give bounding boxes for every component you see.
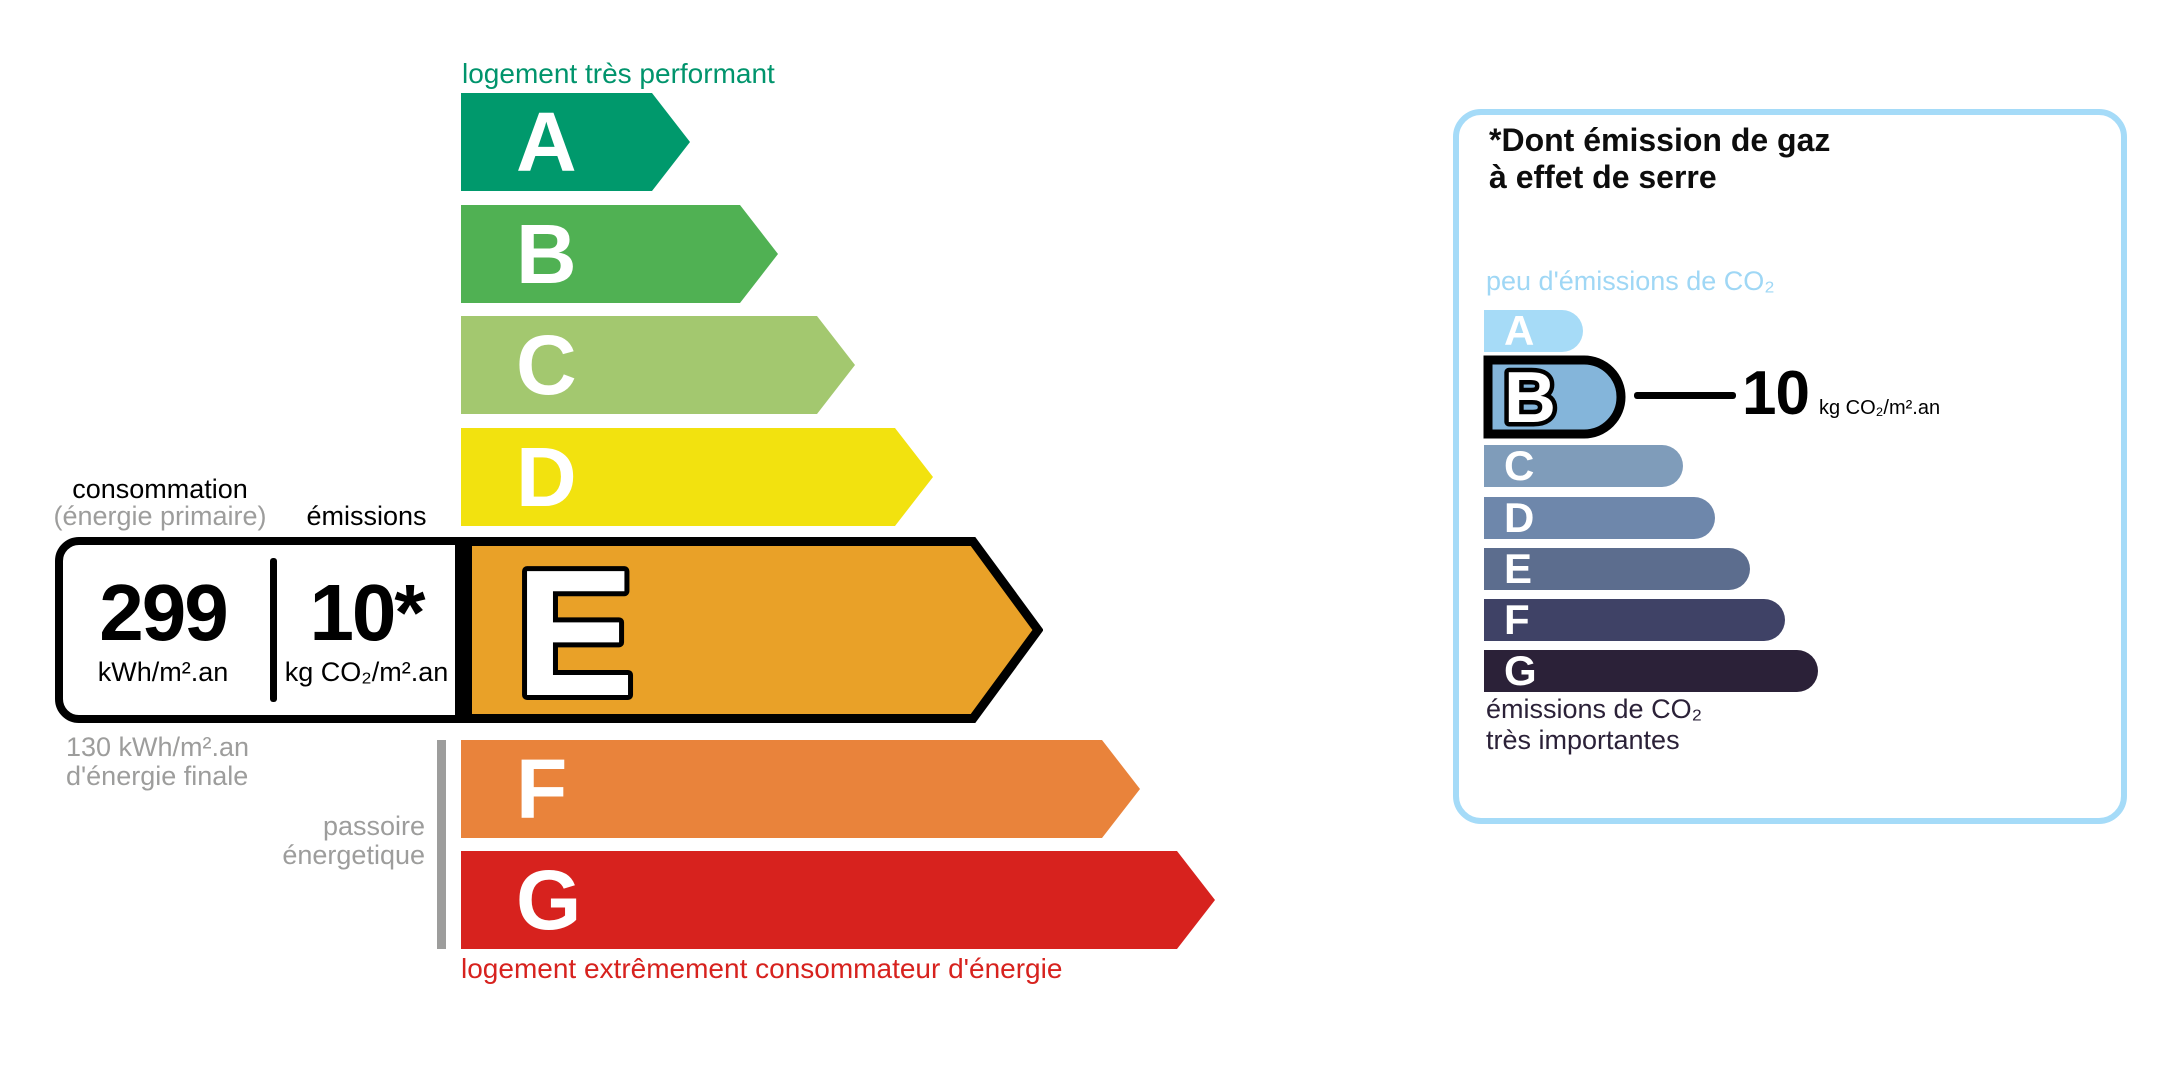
consumption-unit: kWh/m².an xyxy=(97,656,229,687)
co2-value-connector-line xyxy=(1634,392,1736,399)
reading-box-divider xyxy=(270,558,277,702)
energy-arrow-e-current: E xyxy=(463,537,1043,723)
energy-arrow-b: B xyxy=(461,205,778,303)
co2-title-line1: *Dont émission de gaz xyxy=(1489,122,1831,158)
sieve-line2: énergetique xyxy=(282,840,425,870)
co2-value-group: 10 kg CO₂/m².an xyxy=(1742,358,1940,429)
co2-bar-f: F xyxy=(1484,599,1785,641)
co2-panel xyxy=(1453,109,2127,824)
energy-arrow-g: G xyxy=(461,851,1215,949)
co2-grade-a: A xyxy=(1504,307,1535,354)
energy-grade-d: D xyxy=(516,430,577,524)
co2-bar-b-shape xyxy=(1483,355,1626,439)
co2-grade-b: B xyxy=(1504,358,1556,438)
co2-bar-d: D xyxy=(1484,497,1715,539)
energy-grade-g: G xyxy=(516,853,582,947)
energy-arrow-d: D xyxy=(461,428,933,526)
final-energy-line1: 130 kWh/m².an xyxy=(66,732,250,762)
co2-panel-title: *Dont émission de gaz à effet de serre xyxy=(1489,122,1830,196)
energy-arrow-e-shape xyxy=(463,537,1043,723)
co2-caption-low: peu d'émissions de CO₂ xyxy=(1486,266,1775,296)
co2-bar-c: C xyxy=(1484,445,1683,487)
primary-energy-sublabel: (énergie primaire) xyxy=(53,501,267,531)
energy-arrow-f: F xyxy=(461,740,1140,838)
energy-sieve-note: passoire énergetique xyxy=(180,812,425,870)
final-energy-note: 130 kWh/m².an d'énergie finale xyxy=(66,733,249,791)
co2-caption-high-line1: émissions de CO₂ xyxy=(1486,694,1703,724)
consumption-cell: 299 kWh/m².an xyxy=(63,552,263,708)
sieve-line1: passoire xyxy=(322,811,425,841)
energy-grade-b: B xyxy=(516,207,577,301)
energy-grade-f: F xyxy=(516,742,568,836)
caption-high-consumption: logement extrêmement consommateur d'éner… xyxy=(461,953,1063,984)
energy-grade-a: A xyxy=(516,95,577,189)
co2-caption-high-line2: très importantes xyxy=(1486,725,1680,755)
co2-grade-g: G xyxy=(1504,647,1537,694)
co2-grade-c: C xyxy=(1504,442,1535,489)
co2-value-unit: kg CO₂/m².an xyxy=(1818,397,1941,419)
co2-bar-g: G xyxy=(1484,650,1818,692)
emissions-unit: kg CO₂/m².an xyxy=(284,656,449,687)
final-energy-line2: d'énergie finale xyxy=(66,761,249,791)
energy-grade-c: C xyxy=(516,318,577,412)
co2-title-line2: à effet de serre xyxy=(1489,159,1717,195)
energy-arrow-a: A xyxy=(461,93,690,191)
emissions-cell: 10* kg CO₂/m².an xyxy=(278,552,455,708)
co2-bar-e: E xyxy=(1484,548,1750,590)
consumption-label: consommation xyxy=(72,474,248,504)
sieve-range-bar xyxy=(437,740,446,949)
co2-grade-e: E xyxy=(1504,545,1533,592)
caption-very-performant: logement très performant xyxy=(462,58,775,89)
co2-grade-f: F xyxy=(1504,596,1530,643)
consumption-value: 299 xyxy=(99,567,228,657)
co2-bar-a: A xyxy=(1484,310,1583,352)
energy-grade-e: E xyxy=(515,537,635,723)
reading-box xyxy=(55,537,463,723)
co2-caption-high: émissions de CO₂ très importantes xyxy=(1486,694,1702,756)
co2-grade-d: D xyxy=(1504,494,1535,541)
co2-bar-b-current: B xyxy=(1483,354,1626,442)
co2-value: 10 xyxy=(1742,359,1810,428)
emissions-value: 10* xyxy=(309,567,425,657)
emissions-label: émissions xyxy=(306,501,427,531)
energy-arrow-c: C xyxy=(461,316,855,414)
